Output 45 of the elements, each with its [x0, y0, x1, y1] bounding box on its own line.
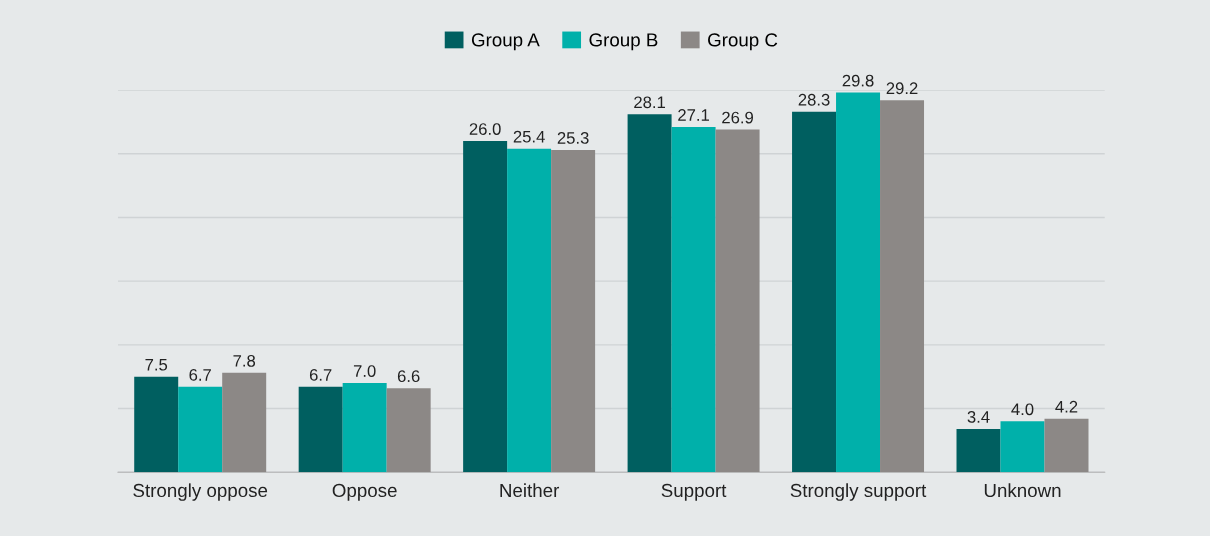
bar [342, 383, 387, 473]
data-label: 3.4 [967, 411, 990, 423]
data-label: 25.3 [557, 132, 589, 144]
x-tick-label: Strongly oppose [133, 483, 268, 501]
data-label: 6.7 [309, 368, 332, 381]
data-label: 25.4 [513, 130, 545, 143]
legend-label: Group B [589, 33, 658, 51]
x-tick-label: Strongly support [790, 483, 927, 501]
bar [178, 386, 223, 473]
bar [298, 386, 343, 473]
x-tick-label: Oppose [332, 483, 397, 501]
x-tick-label: Unknown [984, 483, 1061, 498]
bar [792, 111, 837, 473]
data-label: 26.0 [469, 123, 501, 135]
legend-label: Group C [708, 33, 778, 51]
data-label: 29.2 [886, 82, 918, 95]
data-label: 28.3 [798, 93, 830, 106]
bar [715, 129, 760, 473]
data-label: 7.8 [233, 354, 256, 367]
bar [507, 148, 552, 473]
bar [671, 126, 716, 473]
bar [463, 141, 508, 473]
x-tick-label: Support [661, 483, 727, 501]
legend-label: Group A [471, 33, 540, 51]
bar [956, 428, 1001, 473]
bar [880, 100, 925, 473]
data-label: 4.0 [1011, 403, 1034, 416]
data-label: 27.1 [678, 109, 709, 121]
data-label: 7.0 [353, 365, 376, 377]
bar [134, 376, 179, 473]
x-tick-label: Neither [500, 483, 560, 498]
bar [836, 92, 881, 473]
bar [1000, 421, 1045, 473]
bar [386, 388, 431, 473]
data-label: 6.7 [189, 368, 211, 381]
data-label: 6.6 [397, 370, 420, 383]
data-label: 4.2 [1055, 400, 1078, 413]
data-label: 29.8 [842, 74, 874, 87]
data-label: 28.1 [634, 96, 665, 109]
bar [1044, 418, 1089, 473]
data-label: 7.5 [145, 358, 168, 371]
bar [627, 114, 672, 473]
data-label: 26.9 [722, 111, 754, 124]
bar [551, 149, 596, 473]
bar [222, 372, 267, 473]
